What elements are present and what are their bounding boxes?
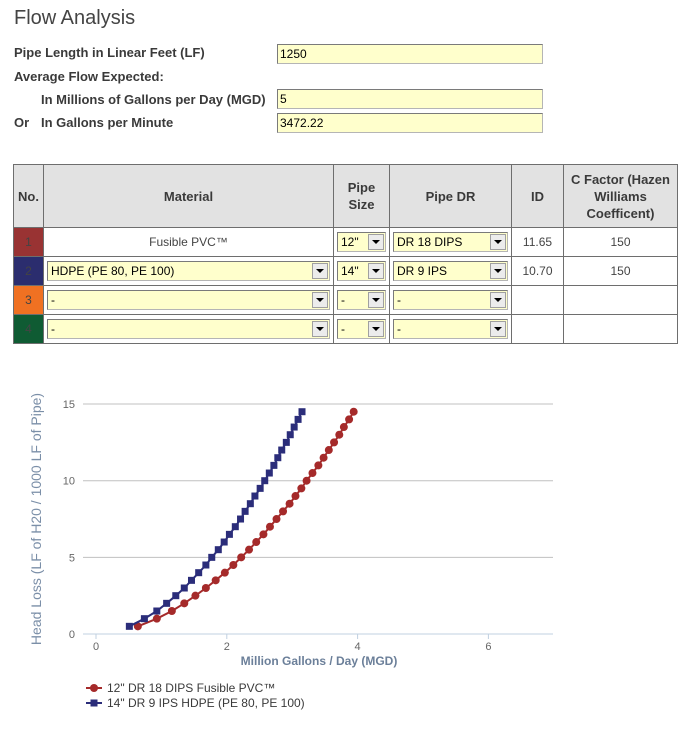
chevron-down-icon[interactable] [368, 263, 384, 279]
mgd-label: In Millions of Gallons per Day (MGD) [41, 92, 266, 107]
mgd-input[interactable] [277, 89, 543, 109]
circle-marker-icon [86, 682, 102, 694]
row-number: 4 [13, 314, 44, 344]
table-row: 3 - - - [13, 285, 678, 315]
gpm-prefix: Or [14, 115, 30, 130]
svg-text:15: 15 [63, 399, 75, 411]
id-value: 10.70 [511, 256, 564, 286]
table-row: 1 Fusible PVC™ 12" DR 18 DIPS 11.65 150 [13, 227, 678, 257]
page-title: Flow Analysis [14, 7, 136, 29]
row-number: 1 [13, 227, 44, 257]
legend-label: 14" DR 9 IPS HDPE (PE 80, PE 100) [107, 696, 305, 710]
c-factor-value [563, 285, 678, 315]
gpm-input[interactable] [277, 113, 543, 133]
chart-plot: 0 5 10 15 0 2 4 6 Million Gallons / Day (MGD) H… [28, 393, 553, 668]
row-number: 2 [13, 256, 44, 286]
square-marker-icon [86, 697, 102, 709]
material-select[interactable]: HDPE (PE 80, PE 100) [47, 261, 330, 281]
legend-label: 12" DR 18 DIPS Fusible PVC™ [107, 681, 276, 695]
material-select[interactable]: - [47, 319, 330, 339]
chevron-down-icon[interactable] [368, 292, 384, 308]
legend-item-hdpe[interactable]: 14" DR 9 IPS HDPE (PE 80, PE 100) [86, 696, 305, 710]
average-flow-label: Average Flow Expected: [14, 69, 164, 84]
svg-text:4: 4 [355, 641, 361, 653]
header-pipe-size: Pipe Size [333, 164, 390, 228]
svg-text:6: 6 [485, 641, 491, 653]
pipe-table: No. Material Pipe Size Pipe DR ID C Fact… [13, 164, 678, 344]
svg-text:5: 5 [69, 552, 75, 564]
chevron-down-icon[interactable] [312, 263, 328, 279]
pipe-size-select[interactable]: - [337, 319, 386, 339]
pipe-size-select[interactable]: 12" [337, 232, 386, 252]
table-row: 4 - - - [13, 314, 678, 344]
c-factor-value: 150 [563, 256, 678, 286]
pipe-length-label: Pipe Length in Linear Feet (LF) [14, 45, 205, 60]
header-c-factor: C Factor (Hazen Williams Coefficent) [563, 164, 678, 228]
row-number: 3 [13, 285, 44, 315]
header-id: ID [511, 164, 564, 228]
id-value [511, 285, 564, 315]
pipe-dr-select[interactable]: - [393, 319, 508, 339]
header-no: No. [13, 164, 44, 228]
chevron-down-icon[interactable] [490, 292, 506, 308]
chevron-down-icon[interactable] [490, 234, 506, 250]
head-loss-chart: 0 5 10 15 0 2 4 6 Million Gallons / Day (MGD) H… [0, 360, 691, 727]
pipe-size-select[interactable]: 14" [337, 261, 386, 281]
material-text: Fusible PVC™ [43, 227, 334, 257]
x-axis-title: Million Gallons / Day (MGD) [241, 654, 398, 668]
gpm-label: In Gallons per Minute [41, 115, 174, 130]
legend-item-pvc[interactable]: 12" DR 18 DIPS Fusible PVC™ [86, 681, 275, 695]
pipe-dr-select[interactable]: DR 9 IPS [393, 261, 508, 281]
header-pipe-dr: Pipe DR [389, 164, 512, 228]
pipe-size-select[interactable]: - [337, 290, 386, 310]
chevron-down-icon[interactable] [312, 292, 328, 308]
chevron-down-icon[interactable] [490, 321, 506, 337]
pipe-length-input[interactable] [277, 44, 543, 64]
svg-text:2: 2 [224, 641, 230, 653]
table-row: 2 HDPE (PE 80, PE 100) 14" DR 9 IPS 10.7… [13, 256, 678, 286]
y-axis-title: Head Loss (LF of H20 / 1000 LF of Pipe) [28, 393, 44, 645]
chevron-down-icon[interactable] [368, 234, 384, 250]
material-select[interactable]: - [47, 290, 330, 310]
svg-text:0: 0 [69, 629, 75, 641]
chevron-down-icon[interactable] [368, 321, 384, 337]
svg-text:10: 10 [63, 476, 75, 488]
pipe-dr-select[interactable]: - [393, 290, 508, 310]
id-value: 11.65 [511, 227, 564, 257]
id-value [511, 314, 564, 344]
c-factor-value [563, 314, 678, 344]
pipe-dr-select[interactable]: DR 18 DIPS [393, 232, 508, 252]
c-factor-value: 150 [563, 227, 678, 257]
chevron-down-icon[interactable] [490, 263, 506, 279]
header-material: Material [43, 164, 334, 228]
chevron-down-icon[interactable] [312, 321, 328, 337]
svg-text:0: 0 [93, 641, 99, 653]
